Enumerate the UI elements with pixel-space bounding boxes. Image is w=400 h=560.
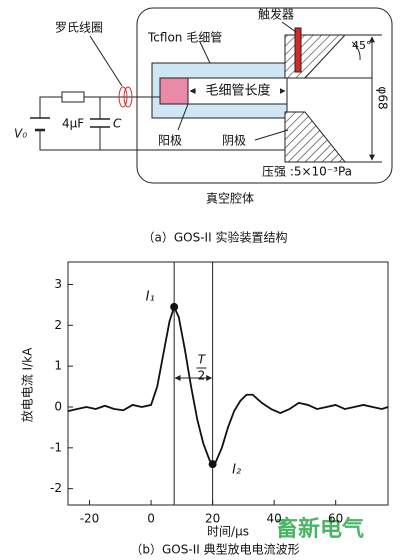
y-tick-label: 1 — [54, 359, 62, 373]
y-tick-label: 3 — [54, 277, 62, 291]
half-period-numerator: T — [198, 353, 207, 367]
trigger-pin — [294, 27, 302, 73]
label: 毛细管长度 — [205, 83, 270, 99]
x-tick-label: -20 — [80, 512, 100, 526]
caption: （b）GOS-II 典型放电电流波形 — [130, 542, 299, 557]
angle-arc — [351, 41, 361, 61]
label: 压强 :5×10⁻³Pa — [262, 165, 352, 179]
x-tick-label: 20 — [205, 512, 220, 526]
label: V₀ — [14, 127, 27, 141]
leader — [254, 129, 289, 141]
leader — [199, 41, 211, 64]
y-tick-label: -1 — [50, 440, 62, 454]
wire — [39, 130, 285, 151]
y-tick-label: 0 — [54, 399, 62, 413]
cathode-top — [284, 34, 347, 79]
x-axis-label: 时间/μs — [207, 525, 249, 539]
marker-dot — [170, 302, 179, 311]
y-tick-label: -2 — [50, 481, 62, 495]
marker-label: I₂ — [232, 463, 241, 478]
label: 触发器 — [258, 7, 294, 22]
watermark: 畜新电气 — [276, 516, 364, 542]
vacuum-chamber — [136, 7, 393, 184]
label: 4μF — [62, 117, 84, 131]
label: 阳极 — [158, 134, 182, 148]
wire — [39, 96, 160, 118]
coil — [118, 86, 128, 108]
label: Tcflon 毛细管 — [147, 30, 222, 45]
label-bg — [196, 82, 280, 100]
label: C — [113, 117, 122, 131]
x-tick-label: 0 — [147, 512, 155, 526]
label: 罗氏线圈 — [55, 21, 103, 35]
anode-block — [159, 77, 189, 105]
label: 45° — [352, 39, 372, 52]
marker-label: I₁ — [146, 289, 155, 304]
cathode-bottom — [284, 111, 347, 163]
leader — [281, 21, 297, 33]
x-tick-label: 40 — [267, 512, 282, 526]
caption: （a）GOS-II 实验装置结构 — [143, 230, 288, 245]
y-tick-label: 2 — [54, 318, 62, 332]
y-axis-label: 放电电流 I/kA — [20, 347, 35, 422]
half-period-denominator: 2 — [198, 369, 206, 383]
leader — [89, 35, 123, 87]
setup-diagram: 罗氏线圈 Tcflon 毛细管 触发器 45° φ68 毛细管长度 阳极 阴极 … — [14, 7, 393, 245]
leader — [177, 103, 189, 131]
coil — [123, 86, 133, 108]
label: 真空腔体 — [206, 191, 254, 206]
data-line — [67, 306, 389, 466]
label: 阴极 — [222, 134, 246, 148]
label: φ68 — [376, 86, 390, 109]
plot-frame — [67, 261, 389, 506]
x-tick-label: 60 — [328, 512, 343, 526]
resistor — [61, 91, 85, 103]
marker-dot — [208, 460, 217, 469]
